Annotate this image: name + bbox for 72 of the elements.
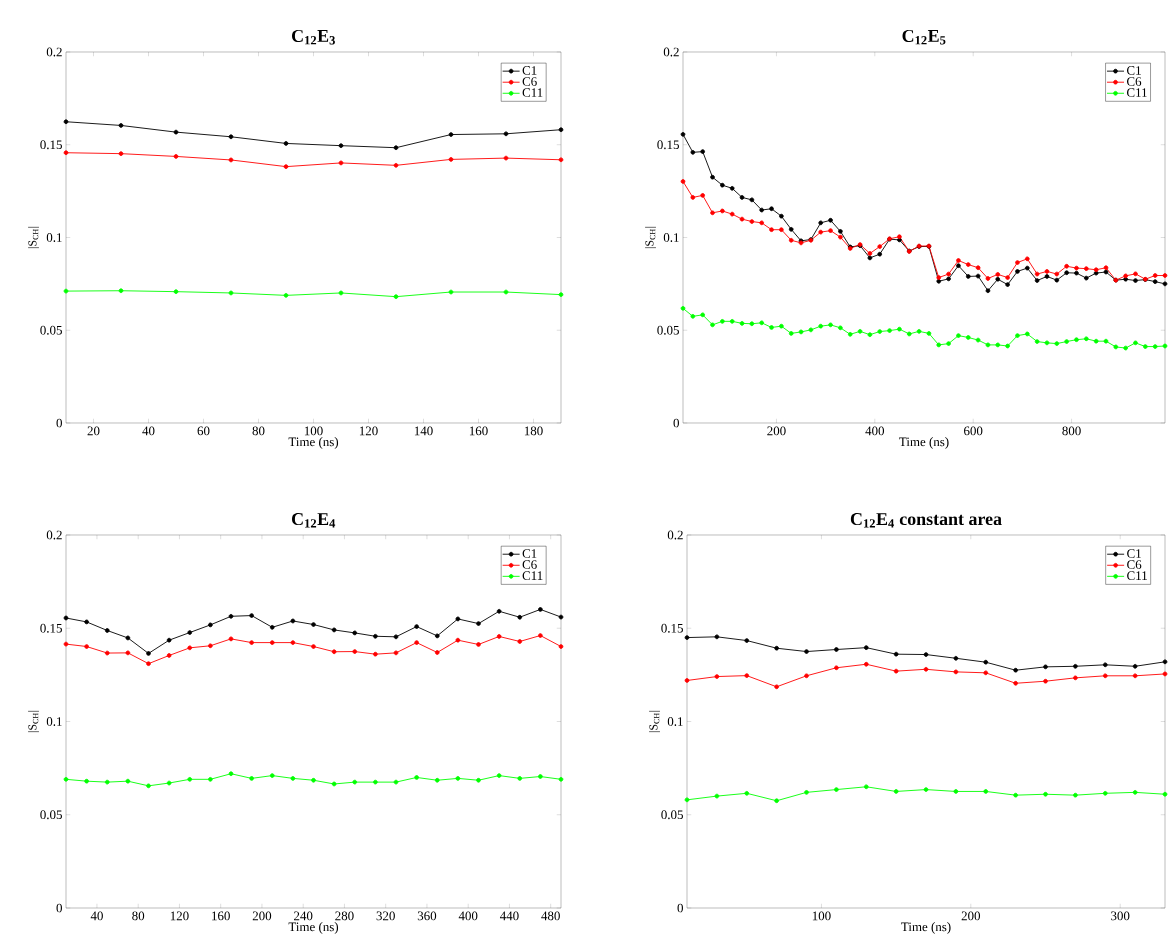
x-tick-label: 40	[142, 426, 155, 436]
legend-label: C11	[1126, 88, 1147, 97]
x-tick-label: 140	[414, 426, 433, 436]
y-tick-label: 0	[56, 903, 62, 913]
x-tick-label: 40	[90, 911, 103, 921]
legend-label: C11	[522, 88, 543, 97]
legend-label: C11	[522, 571, 543, 581]
legend-label: C1	[522, 549, 537, 558]
x-tick-label: 80	[132, 911, 145, 921]
chart-title: C$_{12}$E$_{3}$	[292, 29, 335, 45]
x-tick-label: 300	[1111, 911, 1130, 921]
y-tick-label: 0.2	[46, 47, 62, 57]
y-tick-label: 0.2	[663, 47, 679, 57]
x-tick-label: 400	[458, 911, 478, 921]
x-tick-label: 280	[335, 911, 354, 921]
y-tick-label: 0.2	[46, 530, 62, 540]
x-tick-label: 320	[376, 911, 395, 921]
x-tick-label: 60	[197, 426, 210, 436]
y-axis-title: |S$_{CH}$|	[649, 710, 660, 733]
x-tick-label: 120	[359, 426, 378, 436]
x-tick-label: 480	[541, 911, 560, 921]
x-axis-title: Time (ns)	[288, 922, 339, 934]
x-tick-label: 80	[252, 426, 265, 436]
y-tick-label: 0.05	[40, 325, 62, 335]
x-axis-title: Time (ns)	[901, 922, 951, 934]
x-axis-title: Time (ns)	[288, 437, 339, 449]
y-axis-title: |S$_{CH}$|	[645, 226, 656, 249]
y-tick-label: 0.2	[667, 530, 683, 540]
y-tick-label: 0.1	[46, 233, 62, 242]
chart-title: C$_{12}$E$_{4}$ constant area	[850, 513, 1002, 528]
legend-label: C6	[522, 77, 537, 86]
legend-label: C1	[1127, 549, 1141, 558]
x-tick-label: 160	[212, 911, 230, 921]
x-tick-label: 100	[812, 911, 831, 921]
x-tick-label: 120	[170, 911, 189, 921]
x-tick-label: 160	[469, 426, 488, 436]
x-tick-label: 200	[252, 911, 272, 921]
y-tick-label: 0.1	[46, 717, 62, 726]
y-tick-label: 0.1	[663, 233, 679, 242]
x-tick-label: 180	[524, 426, 543, 436]
legend-label: C1	[1126, 66, 1141, 75]
x-tick-label: 440	[499, 911, 519, 921]
legend-label: C6	[1126, 77, 1142, 86]
legend-label: C1	[522, 66, 537, 75]
y-tick-label: 0.15	[661, 623, 683, 633]
y-axis-title: |S$_{CH}$|	[28, 226, 39, 249]
x-tick-label: 200	[961, 911, 981, 921]
x-tick-label: 100	[304, 426, 323, 436]
y-tick-label: 0.05	[661, 810, 683, 820]
legend-label: C6	[1127, 560, 1142, 569]
y-axis-title: |S$_{CH}$|	[28, 710, 39, 733]
legend-label: C6	[522, 560, 537, 569]
chart-title: C$_{12}$E$_{5}$	[902, 29, 946, 45]
y-tick-label: 0.1	[667, 717, 683, 726]
y-tick-label: 0.05	[657, 325, 679, 335]
x-tick-label: 400	[865, 426, 885, 436]
y-tick-label: 0	[677, 903, 683, 913]
x-tick-label: 240	[294, 911, 313, 921]
x-tick-label: 600	[964, 426, 983, 436]
y-tick-label: 0.15	[40, 623, 62, 633]
y-tick-label: 0	[673, 418, 679, 428]
x-axis-title: Time (ns)	[899, 437, 949, 449]
y-tick-label: 0	[56, 418, 62, 428]
x-tick-label: 800	[1062, 426, 1081, 436]
y-tick-label: 0.15	[657, 140, 679, 150]
chart-title: C$_{12}$E$_{4}$	[292, 513, 336, 528]
x-tick-label: 200	[767, 426, 786, 436]
x-tick-label: 20	[87, 426, 100, 436]
y-tick-label: 0.15	[40, 140, 62, 150]
x-tick-label: 360	[417, 911, 437, 921]
legend-label: C11	[1127, 571, 1147, 581]
y-tick-label: 0.05	[40, 810, 62, 820]
